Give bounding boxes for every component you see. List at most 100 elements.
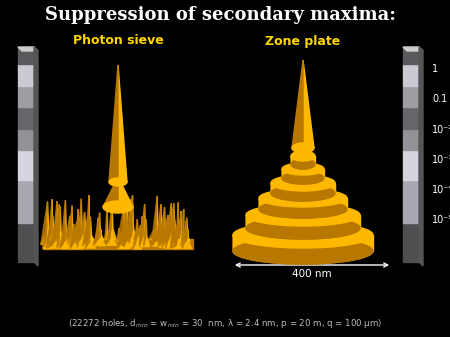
Polygon shape <box>172 239 177 248</box>
Polygon shape <box>70 222 83 249</box>
Polygon shape <box>165 232 169 241</box>
Polygon shape <box>49 200 52 244</box>
Polygon shape <box>122 200 132 246</box>
Polygon shape <box>61 200 65 249</box>
Polygon shape <box>246 204 360 226</box>
Polygon shape <box>116 228 122 241</box>
Polygon shape <box>160 236 162 245</box>
Polygon shape <box>162 220 168 248</box>
Polygon shape <box>162 220 175 248</box>
Polygon shape <box>129 195 132 244</box>
Polygon shape <box>282 169 324 184</box>
Polygon shape <box>259 198 347 209</box>
Polygon shape <box>282 169 324 178</box>
Polygon shape <box>171 213 174 248</box>
Polygon shape <box>97 229 104 240</box>
Bar <box>403 129 419 150</box>
Polygon shape <box>182 218 191 248</box>
Bar <box>18 107 34 129</box>
Polygon shape <box>140 204 144 247</box>
Polygon shape <box>158 212 170 247</box>
Polygon shape <box>259 189 347 207</box>
Polygon shape <box>144 220 146 246</box>
Polygon shape <box>106 222 111 245</box>
Polygon shape <box>133 219 137 249</box>
Bar <box>18 150 34 180</box>
Polygon shape <box>403 47 423 51</box>
Polygon shape <box>133 219 141 249</box>
Polygon shape <box>47 238 54 248</box>
Polygon shape <box>43 239 193 249</box>
Polygon shape <box>82 217 88 246</box>
Polygon shape <box>161 207 165 241</box>
Bar <box>403 223 419 262</box>
Polygon shape <box>157 211 161 241</box>
Polygon shape <box>62 223 66 246</box>
Polygon shape <box>57 235 62 247</box>
Polygon shape <box>53 201 61 242</box>
Polygon shape <box>57 206 64 241</box>
Polygon shape <box>134 225 140 240</box>
Polygon shape <box>93 222 99 246</box>
Polygon shape <box>168 203 180 240</box>
Polygon shape <box>152 225 162 246</box>
Text: 10⁻²: 10⁻² <box>432 125 450 135</box>
Polygon shape <box>86 230 95 248</box>
Polygon shape <box>48 216 53 240</box>
Polygon shape <box>185 229 190 242</box>
Polygon shape <box>182 218 187 248</box>
Polygon shape <box>97 229 101 240</box>
Polygon shape <box>105 206 107 239</box>
Polygon shape <box>271 183 335 201</box>
Polygon shape <box>158 204 163 242</box>
Polygon shape <box>176 203 178 245</box>
Polygon shape <box>184 221 189 240</box>
Polygon shape <box>117 221 130 248</box>
Polygon shape <box>271 183 335 193</box>
Polygon shape <box>184 221 186 240</box>
Polygon shape <box>59 230 64 248</box>
Polygon shape <box>153 229 165 243</box>
Polygon shape <box>41 202 54 244</box>
Polygon shape <box>291 151 315 161</box>
Polygon shape <box>125 222 131 240</box>
Polygon shape <box>148 229 154 240</box>
Bar <box>18 223 34 262</box>
Text: 10⁻³: 10⁻³ <box>432 155 450 165</box>
Polygon shape <box>126 203 132 241</box>
Polygon shape <box>117 226 123 247</box>
Text: 1: 1 <box>432 64 438 74</box>
Polygon shape <box>46 228 53 248</box>
Polygon shape <box>53 229 55 244</box>
Polygon shape <box>174 219 179 243</box>
Polygon shape <box>85 212 89 241</box>
Polygon shape <box>76 209 81 241</box>
Polygon shape <box>233 235 373 264</box>
Bar <box>18 47 34 64</box>
Polygon shape <box>95 218 101 244</box>
Polygon shape <box>47 238 60 248</box>
Polygon shape <box>171 213 178 248</box>
Polygon shape <box>327 235 341 249</box>
Polygon shape <box>76 209 78 241</box>
Polygon shape <box>49 200 55 244</box>
Polygon shape <box>179 211 181 239</box>
Text: 0.1: 0.1 <box>432 94 447 104</box>
Polygon shape <box>43 223 51 248</box>
Polygon shape <box>249 235 264 249</box>
Polygon shape <box>292 60 303 148</box>
Polygon shape <box>234 235 248 249</box>
Bar <box>403 107 419 129</box>
Polygon shape <box>41 202 48 244</box>
Polygon shape <box>68 206 76 245</box>
Polygon shape <box>246 215 360 239</box>
Polygon shape <box>179 211 183 239</box>
Polygon shape <box>54 204 59 242</box>
Polygon shape <box>162 215 168 241</box>
Polygon shape <box>43 223 47 248</box>
Polygon shape <box>127 222 138 242</box>
Polygon shape <box>76 217 83 244</box>
Polygon shape <box>59 230 70 248</box>
Polygon shape <box>70 224 74 247</box>
Polygon shape <box>105 206 109 239</box>
